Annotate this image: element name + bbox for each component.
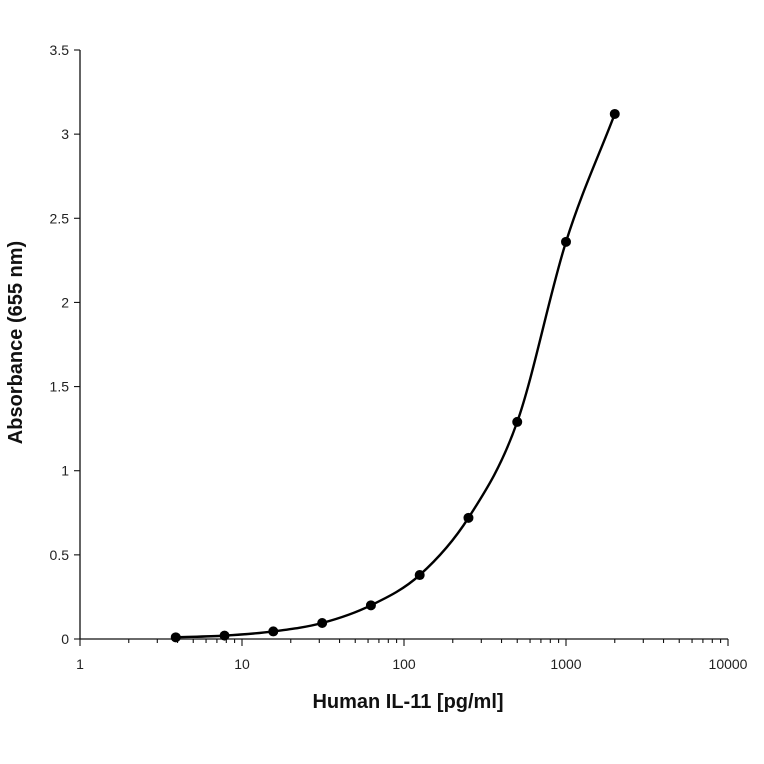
data-point xyxy=(365,600,376,611)
y-tick-label: 2 xyxy=(61,294,69,310)
y-axis-title: Absorbance (655 nm) xyxy=(5,241,27,444)
x-tick-label: 10000 xyxy=(709,656,748,672)
y-tick-label: 0 xyxy=(61,631,69,647)
fit-curve-line xyxy=(175,113,616,639)
data-point xyxy=(317,618,328,629)
data-point xyxy=(414,570,425,581)
data-points xyxy=(170,108,620,643)
y-tick-label: 1 xyxy=(61,463,69,479)
y-tick-label: 3.5 xyxy=(50,42,70,58)
y-tick-label: 1.5 xyxy=(50,379,70,395)
y-tick-label: 2.5 xyxy=(50,210,70,226)
x-axis-title: Human IL-11 [pg/ml] xyxy=(312,691,503,713)
x-axis-ticks: 1 10 100 1000 10000 xyxy=(76,639,748,672)
x-tick-label: 1000 xyxy=(550,656,581,672)
x-tick-label: 100 xyxy=(392,656,416,672)
x-tick-label: 10 xyxy=(234,656,250,672)
data-point xyxy=(463,512,474,523)
y-axis-ticks: 0 0.5 1 1.5 2 2.5 3 3.5 xyxy=(50,42,80,647)
y-tick-label: 3 xyxy=(61,126,69,142)
data-point xyxy=(609,108,620,119)
data-point xyxy=(268,626,279,637)
data-point xyxy=(512,416,523,427)
data-point xyxy=(219,630,230,641)
data-point xyxy=(561,236,571,247)
data-point xyxy=(170,632,181,643)
y-tick-label: 0.5 xyxy=(50,547,70,563)
x-tick-label: 1 xyxy=(76,656,84,672)
